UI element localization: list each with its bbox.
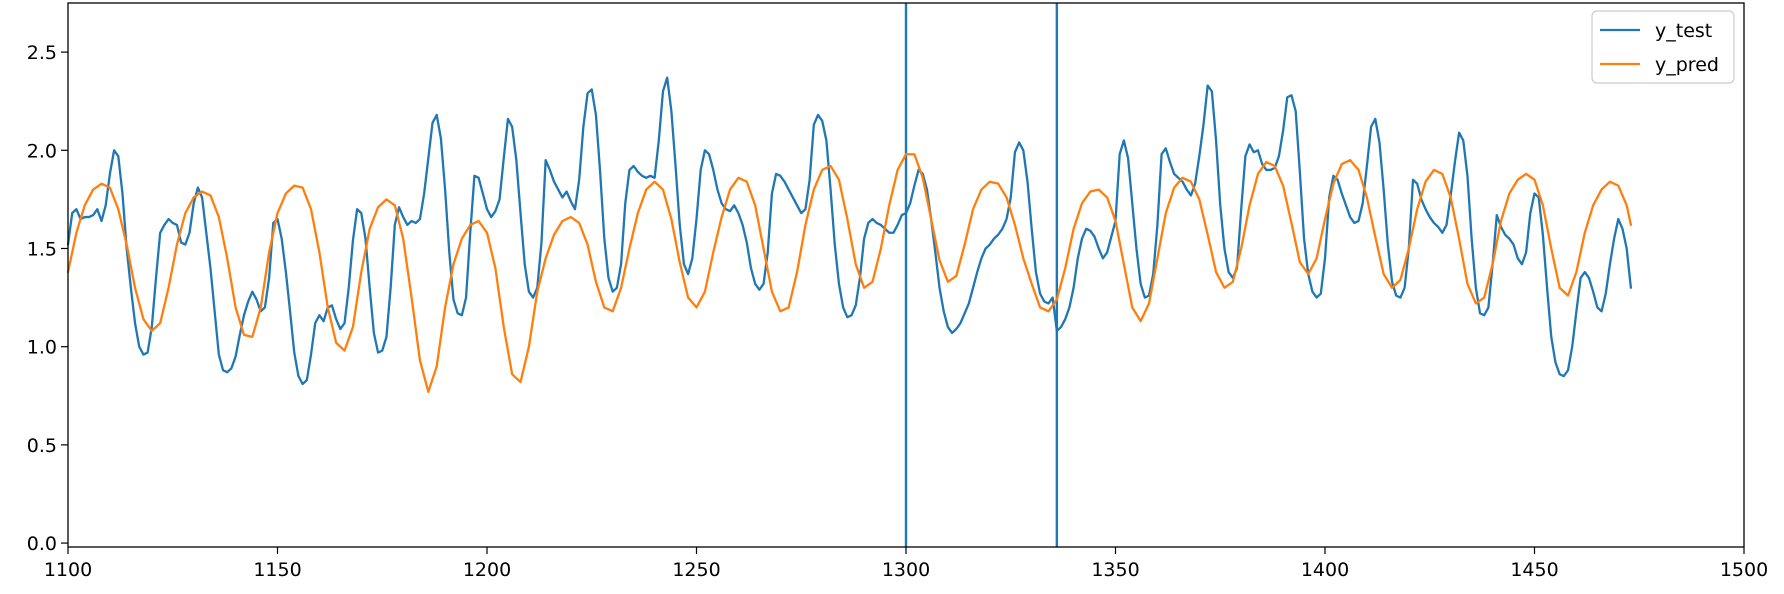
- x-tick-label: 1450: [1510, 559, 1558, 581]
- x-tick-label: 1350: [1091, 559, 1139, 581]
- y-axis-ticks: 0.0 0.5 1.0 1.5 2.0 2.5: [27, 42, 68, 555]
- y-tick-label: 2.0: [27, 140, 57, 162]
- vertical-lines: [904, 3, 1059, 547]
- legend-label-y-test: y_test: [1655, 20, 1712, 42]
- x-tick-label: 1300: [882, 559, 930, 581]
- y-tick-label: 1.0: [27, 337, 57, 359]
- x-tick-label: 1200: [463, 559, 511, 581]
- x-tick-label: 1150: [253, 559, 301, 581]
- x-tick-label: 1400: [1301, 559, 1349, 581]
- y-tick-label: 0.0: [27, 533, 57, 555]
- y-tick-label: 2.5: [27, 42, 57, 64]
- x-tick-label: 1250: [672, 559, 720, 581]
- series-layer: [66, 76, 1633, 393]
- y-tick-label: 1.5: [27, 238, 57, 260]
- x-axis-ticks: 1100 1150 1200 1250 1300 1350 1400 1450 1500: [44, 547, 1768, 581]
- series-line-y-pred: [66, 153, 1633, 393]
- legend: y_test y_pred: [1591, 10, 1735, 84]
- legend-label-y-pred: y_pred: [1655, 54, 1719, 76]
- x-tick-label: 1500: [1720, 559, 1768, 581]
- y-tick-label: 0.5: [27, 435, 57, 457]
- x-tick-label: 1100: [44, 559, 92, 581]
